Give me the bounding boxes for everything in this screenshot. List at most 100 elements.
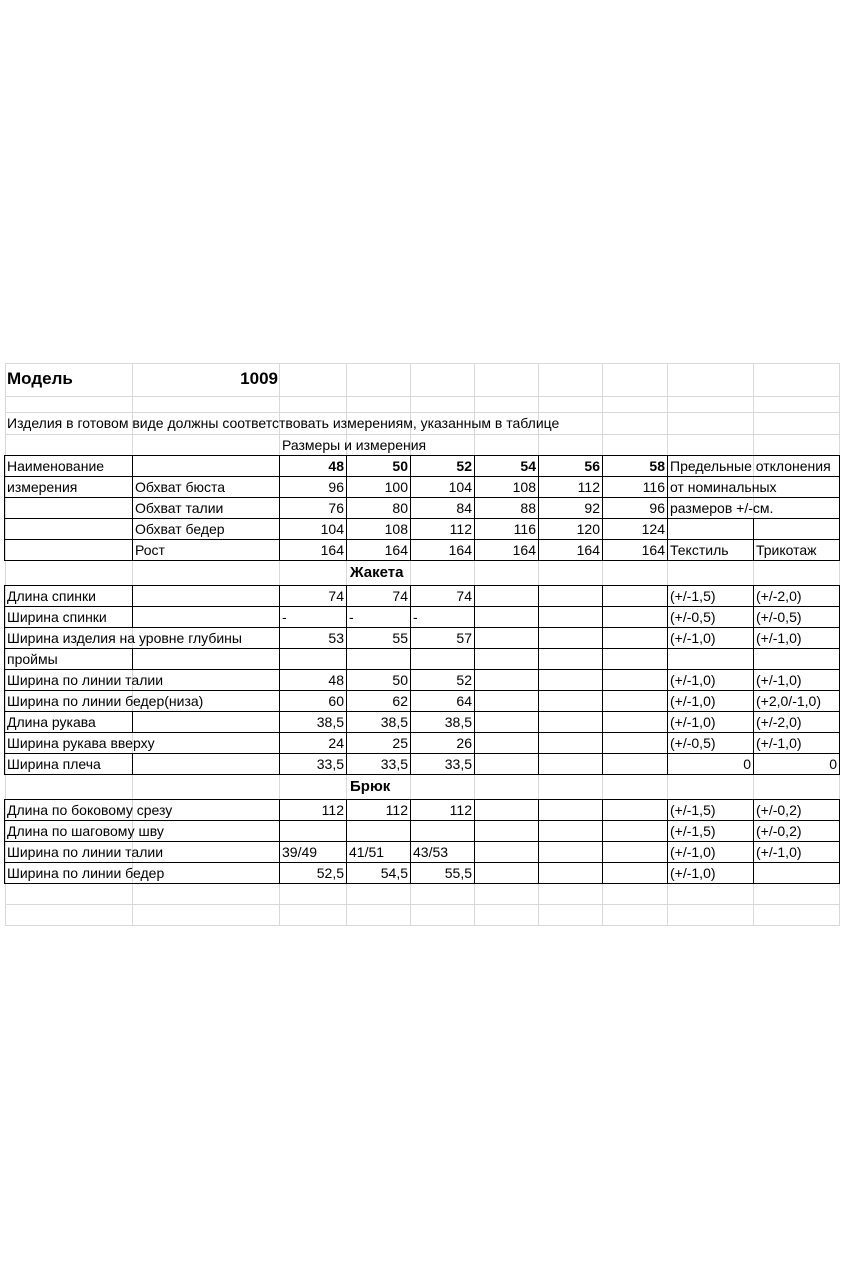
measurement-value (474, 690, 539, 712)
body-measurement-value: 164 (538, 539, 603, 561)
grid-cell (280, 905, 347, 926)
cell (132, 455, 280, 477)
grid-cell (5, 775, 133, 800)
measurement-value (602, 841, 668, 863)
measurement-value (538, 862, 603, 884)
grid-cell (539, 413, 603, 435)
measurement-name: Ширина по линии бедер(низа) (4, 690, 280, 712)
body-measurement-value: 164 (279, 539, 347, 561)
textile-tolerance: (+/-1,0) (667, 711, 754, 733)
body-measurement-value: 96 (279, 476, 347, 498)
measurement-value (410, 820, 475, 842)
measurement-value (474, 753, 539, 775)
measurement-value (538, 648, 603, 670)
body-measurement-name: Обхват бедер (132, 518, 280, 540)
knit-tolerance: (+/-1,0) (753, 732, 840, 754)
jacket-section-title: Жакета (350, 564, 404, 581)
measurement-value: - (279, 606, 347, 628)
grid-cell (280, 884, 347, 905)
grid-cell (668, 397, 754, 413)
grid-cell (5, 884, 133, 905)
measurement-value (602, 753, 668, 775)
body-measurement-value: 92 (538, 497, 603, 519)
cell (4, 497, 133, 519)
knit-tolerance: 0 (753, 753, 840, 775)
instruction-text: Изделия в готовом виде должны соответств… (7, 415, 560, 431)
grid-cell (133, 775, 280, 800)
measurement-value: 33,5 (346, 753, 411, 775)
measurement-value: 41/51 (346, 841, 411, 863)
grid-cell (603, 435, 668, 456)
body-measurement-value: 120 (538, 518, 603, 540)
grid-cell (539, 363, 603, 397)
grid-cell (133, 435, 280, 456)
grid-cell (133, 884, 280, 905)
grid-cell (539, 884, 603, 905)
grid-cell (280, 397, 347, 413)
grid-cell (5, 363, 133, 397)
knit-tolerance: (+2,0/-1,0) (753, 690, 840, 712)
grid-cell (603, 363, 668, 397)
body-measurement-name: Рост (132, 539, 280, 561)
body-measurement-value: 96 (602, 497, 668, 519)
measurement-value (474, 606, 539, 628)
measurement-value (602, 648, 668, 670)
body-measurement-value: 108 (474, 476, 539, 498)
grid-cell (668, 905, 754, 926)
model-number: 1009 (240, 369, 278, 388)
measurement-value (538, 732, 603, 754)
textile-tolerance: (+/-1,0) (667, 669, 754, 691)
knit-tolerance: (+/-2,0) (753, 585, 840, 607)
measurement-value: 74 (410, 585, 475, 607)
body-measurement-value: 164 (346, 539, 411, 561)
measurement-value: 74 (346, 585, 411, 607)
size-header: 48 (279, 455, 347, 477)
body-measurement-value: 84 (410, 497, 475, 519)
measurement-value: 52,5 (279, 862, 347, 884)
size-header: 50 (346, 455, 411, 477)
textile-tolerance: (+/-1,5) (667, 585, 754, 607)
cell (132, 753, 280, 775)
textile-tolerance: (+/-1,5) (667, 820, 754, 842)
measurement-value: 60 (279, 690, 347, 712)
measurement-name: Ширина рукава вверху (4, 732, 280, 754)
grid-cell (347, 363, 411, 397)
measurement-value (346, 820, 411, 842)
knit-tolerance: (+/-1,0) (753, 841, 840, 863)
grid-cell (133, 561, 280, 586)
grid-cell (347, 413, 411, 435)
grid-cell (603, 397, 668, 413)
grid-cell (347, 905, 411, 926)
measurement-value: 62 (346, 690, 411, 712)
measurement-value (474, 799, 539, 821)
measurement-name: Ширина спинки (4, 606, 133, 628)
measurement-value: 33,5 (410, 753, 475, 775)
measurement-value (474, 732, 539, 754)
measurement-value (602, 606, 668, 628)
grid-cell (603, 884, 668, 905)
grid-cell (668, 775, 754, 800)
measurement-value (279, 648, 347, 670)
measurement-name: Длина по шаговому шву (4, 820, 280, 842)
grid-cell (603, 775, 668, 800)
grid-cell (475, 775, 539, 800)
measurement-value (538, 606, 603, 628)
measurement-name: Ширина плеча (4, 753, 133, 775)
measurement-value (474, 820, 539, 842)
body-measurement-value: 76 (279, 497, 347, 519)
measurement-value: 64 (410, 690, 475, 712)
grid-cell (411, 363, 475, 397)
grid-cell (475, 905, 539, 926)
grid-cell (754, 905, 840, 926)
textile-tolerance: (+/-1,5) (667, 799, 754, 821)
body-measurement-name: Обхват талии (132, 497, 280, 519)
grid-cell (475, 884, 539, 905)
cell (4, 518, 133, 540)
measurement-value: 74 (279, 585, 347, 607)
knit-tolerance: (+/-1,0) (753, 627, 840, 649)
grid-cell (754, 413, 840, 435)
grid-cell (668, 413, 754, 435)
measurement-value (602, 711, 668, 733)
body-measurement-name: Обхват бюста (132, 476, 280, 498)
grid-cell (5, 905, 133, 926)
